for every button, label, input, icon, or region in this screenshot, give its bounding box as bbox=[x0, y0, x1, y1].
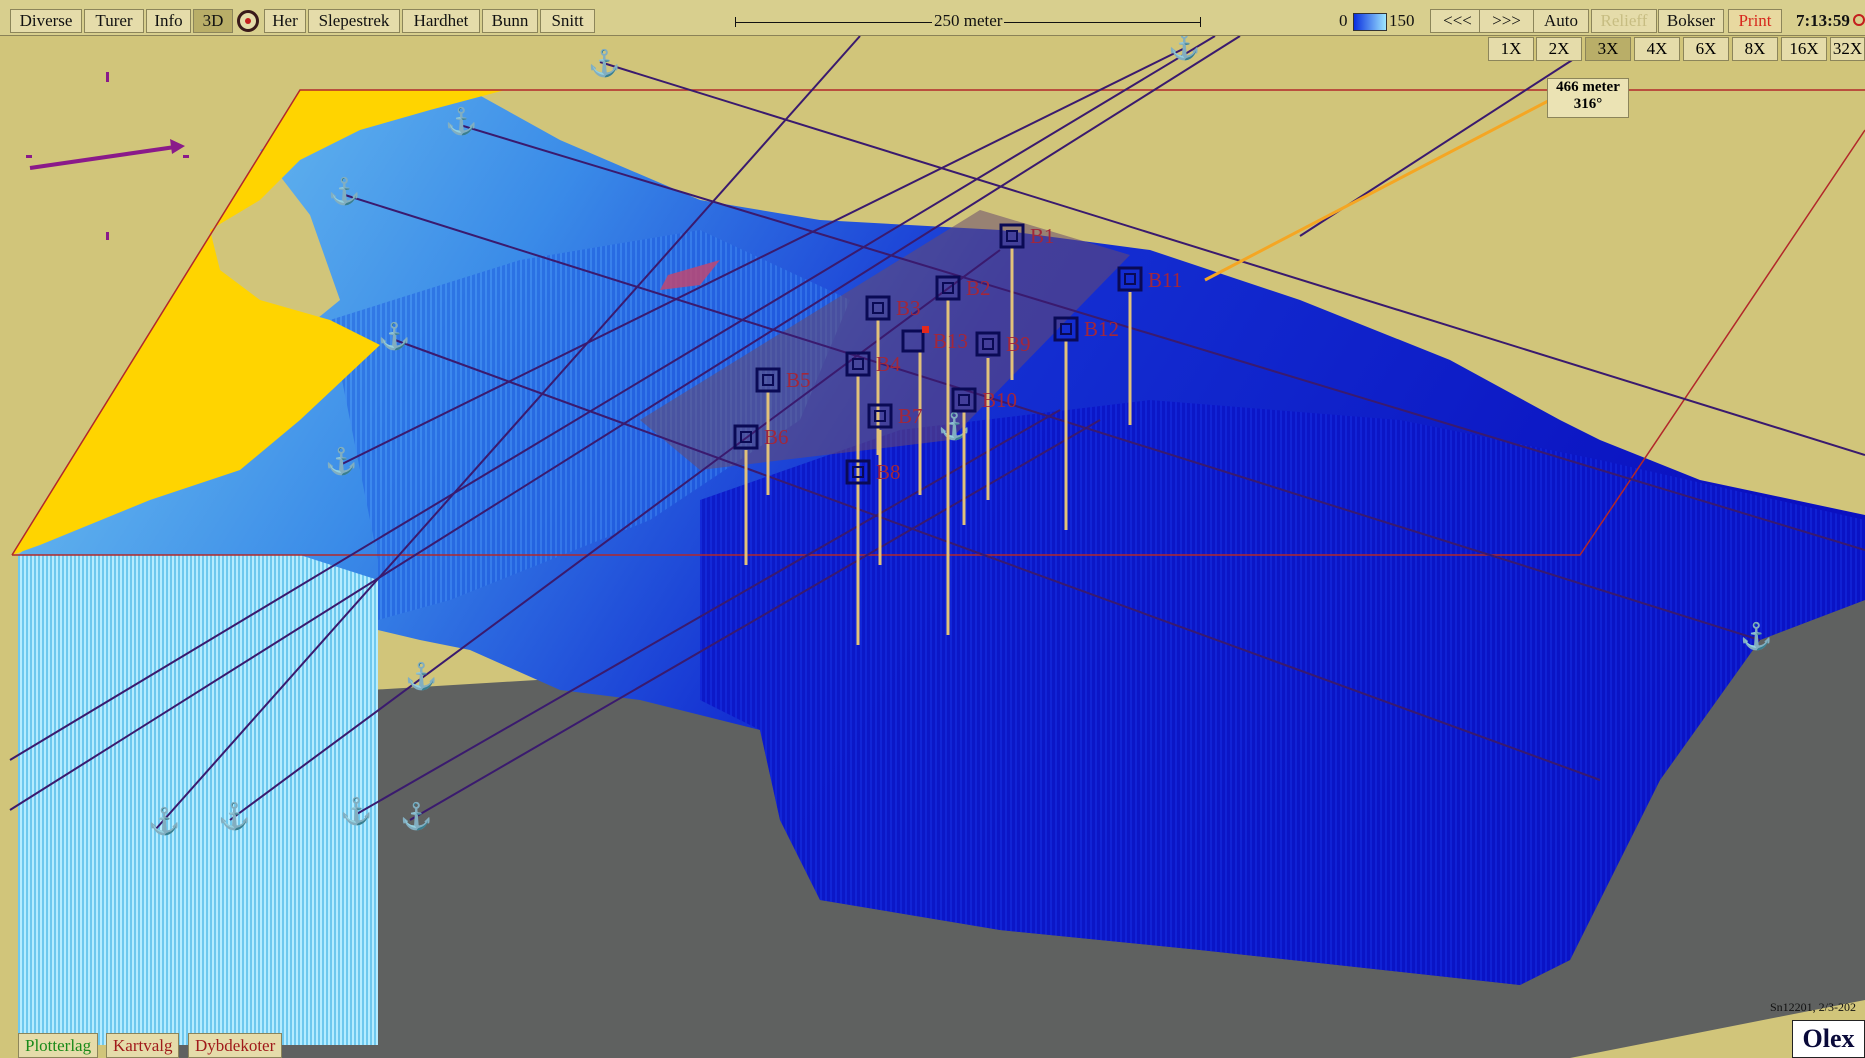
svg-text:B5: B5 bbox=[786, 368, 811, 392]
menu-hardhet-button[interactable]: Hardhet bbox=[402, 9, 480, 33]
measure-bearing: 316° bbox=[1573, 96, 1603, 112]
marker-b11[interactable]: B11 bbox=[1117, 266, 1182, 292]
zoom-1x-button[interactable]: 1X bbox=[1488, 37, 1534, 61]
menu-her-button[interactable]: Her bbox=[264, 9, 306, 33]
marker-b1[interactable]: B1 bbox=[999, 223, 1055, 249]
scale-label: 250 meter bbox=[932, 11, 1005, 31]
menu-diverse-button[interactable]: Diverse bbox=[10, 9, 82, 33]
svg-text:B12: B12 bbox=[1084, 317, 1119, 341]
svg-text:⚓: ⚓ bbox=[378, 321, 410, 351]
olex-logo: Olex bbox=[1792, 1020, 1865, 1058]
course-lines bbox=[9, 35, 1865, 831]
land-area bbox=[12, 90, 505, 555]
marker-b12[interactable]: B12 bbox=[1053, 316, 1119, 342]
measure-distance: 466 meter bbox=[1556, 79, 1620, 95]
record-icon[interactable] bbox=[1853, 14, 1865, 26]
svg-text:B10: B10 bbox=[982, 388, 1017, 412]
highlight-patch bbox=[660, 260, 720, 290]
tab-dybdekoter[interactable]: Dybdekoter bbox=[188, 1033, 283, 1058]
menu-3d-button[interactable]: 3D bbox=[193, 9, 233, 33]
svg-text:⚓: ⚓ bbox=[588, 48, 620, 78]
top-toolbar: Diverse Turer Info 3D Her Slepestrek Har… bbox=[0, 0, 1865, 36]
marker-b7[interactable]: B7 bbox=[867, 403, 923, 429]
svg-text:⚓: ⚓ bbox=[1740, 621, 1772, 651]
svg-text:⚓: ⚓ bbox=[445, 106, 477, 136]
svg-text:⚓: ⚓ bbox=[1168, 31, 1200, 61]
svg-text:B11: B11 bbox=[1148, 268, 1182, 292]
next-button[interactable]: >>> bbox=[1479, 9, 1534, 33]
bokser-button[interactable]: Bokser bbox=[1658, 9, 1724, 33]
marker-b10[interactable]: B10 bbox=[951, 387, 1017, 413]
marker-b4[interactable]: B4 bbox=[845, 351, 901, 377]
relieff-button[interactable]: Relieff bbox=[1591, 9, 1657, 33]
marker-poles bbox=[744, 248, 1132, 645]
tab-kartvalg[interactable]: Kartvalg bbox=[106, 1033, 180, 1058]
grid-frame bbox=[11, 89, 1865, 556]
svg-text:B13: B13 bbox=[933, 329, 968, 353]
terrain-mid bbox=[330, 230, 850, 620]
zoom-8x-button[interactable]: 8X bbox=[1732, 37, 1778, 61]
svg-text:B1: B1 bbox=[1030, 224, 1055, 248]
prev-button[interactable]: <<< bbox=[1430, 9, 1485, 33]
zoom-32x-button[interactable]: 32X bbox=[1830, 37, 1865, 61]
svg-text:B9: B9 bbox=[1006, 332, 1031, 356]
auto-button[interactable]: Auto bbox=[1533, 9, 1589, 33]
zoom-3x-button[interactable]: 3X bbox=[1585, 37, 1631, 61]
zoom-16x-button[interactable]: 16X bbox=[1781, 37, 1827, 61]
svg-text:⚓: ⚓ bbox=[218, 801, 250, 831]
grid-frame-right bbox=[12, 129, 1865, 556]
terrain-cliff bbox=[18, 555, 378, 1045]
menu-bunn-button[interactable]: Bunn bbox=[482, 9, 538, 33]
marker-b3[interactable]: B3 bbox=[865, 295, 921, 321]
svg-text:B8: B8 bbox=[876, 460, 901, 484]
menu-snitt-button[interactable]: Snitt bbox=[540, 9, 595, 33]
svg-text:⚓: ⚓ bbox=[938, 411, 970, 441]
anchor-icon[interactable]: ⚓ ⚓ ⚓ ⚓ ⚓ ⚓ ⚓ ⚓ ⚓ ⚓ ⚓ ⚓ ⚓ bbox=[148, 31, 1772, 836]
depth-scale-bar bbox=[1353, 13, 1387, 31]
depth-max-label: 150 bbox=[1389, 11, 1415, 30]
marker-b6[interactable]: B6 bbox=[733, 424, 789, 450]
svg-text:⚓: ⚓ bbox=[328, 176, 360, 206]
svg-text:⚓: ⚓ bbox=[148, 806, 180, 836]
menu-slepestrek-button[interactable]: Slepestrek bbox=[308, 9, 400, 33]
status-text: Sn12201, 2/3-202 bbox=[1770, 1000, 1857, 1014]
svg-text:⚓: ⚓ bbox=[405, 661, 437, 691]
svg-text:B4: B4 bbox=[876, 352, 901, 376]
scale-bar-tick-left bbox=[735, 17, 736, 27]
menu-turer-button[interactable]: Turer bbox=[84, 9, 144, 33]
svg-text:B6: B6 bbox=[764, 425, 789, 449]
measure-info-box: 466 meter 316° bbox=[1547, 78, 1629, 118]
zoom-6x-button[interactable]: 6X bbox=[1683, 37, 1729, 61]
marker-b5[interactable]: B5 bbox=[755, 367, 811, 393]
svg-text:B2: B2 bbox=[966, 276, 991, 300]
clock: 7:13:59 bbox=[1796, 11, 1850, 30]
measure-line bbox=[1204, 98, 1551, 282]
print-button[interactable]: Print bbox=[1728, 9, 1782, 33]
circle-target-icon[interactable] bbox=[237, 10, 259, 32]
scale-bar-tick-right bbox=[1200, 17, 1201, 27]
marker-b13[interactable]: B13 bbox=[901, 326, 968, 353]
depth-min-label: 0 bbox=[1339, 11, 1348, 30]
circle-target-dot bbox=[245, 18, 251, 24]
menu-info-button[interactable]: Info bbox=[146, 9, 191, 33]
marker-b9[interactable]: B9 bbox=[975, 331, 1031, 357]
terrain-deep bbox=[700, 400, 1865, 985]
svg-text:B3: B3 bbox=[896, 296, 921, 320]
zoom-4x-button[interactable]: 4X bbox=[1634, 37, 1680, 61]
svg-text:B7: B7 bbox=[898, 404, 923, 428]
svg-text:⚓: ⚓ bbox=[340, 796, 372, 826]
svg-text:⚓: ⚓ bbox=[400, 801, 432, 831]
svg-text:⚓: ⚓ bbox=[325, 446, 357, 476]
zoom-2x-button[interactable]: 2X bbox=[1536, 37, 1582, 61]
marker-b8[interactable]: B8 bbox=[845, 459, 901, 485]
survey-area bbox=[640, 210, 1130, 470]
marker-b2[interactable]: B2 bbox=[935, 275, 991, 301]
tab-plotterlag[interactable]: Plotterlag bbox=[18, 1033, 99, 1058]
direction-arrow-icon bbox=[26, 72, 189, 240]
